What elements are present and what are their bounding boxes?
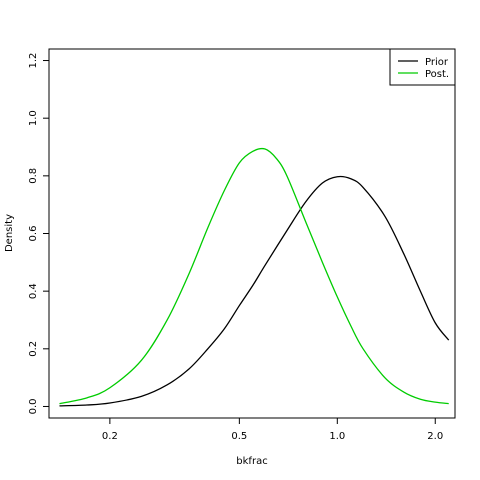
series-layer [59,147,450,407]
x-tick-label: 0.5 [231,431,247,442]
y-axis-title: Density [4,214,15,252]
posterior-density-line [59,147,449,405]
legend-box [389,48,456,86]
y-tick-label: 0.2 [28,341,39,357]
legend: Prior Post. [389,48,456,86]
y-tick-label: 1.2 [28,53,39,69]
y-tick-label: 0.4 [28,283,39,299]
x-axis-title: bkfrac [236,456,267,467]
y-tick-label: 1.0 [28,110,39,126]
prior-density-line [59,175,450,407]
x-tick-label: 0.2 [102,431,118,442]
legend-label-post: Post. [425,69,449,80]
legend-label-prior: Prior [425,57,449,68]
y-tick-label: 0.6 [28,226,39,242]
y-tick-label: 0.8 [28,168,39,184]
y-axis: 0.0 0.2 0.4 0.6 0.8 1.0 1.2 [28,53,50,415]
x-axis: 0.2 0.5 1.0 2.0 [102,417,443,442]
x-tick-label: 1.0 [329,431,345,442]
x-tick-label: 2.0 [427,431,443,442]
y-tick-label: 0.0 [28,399,39,415]
